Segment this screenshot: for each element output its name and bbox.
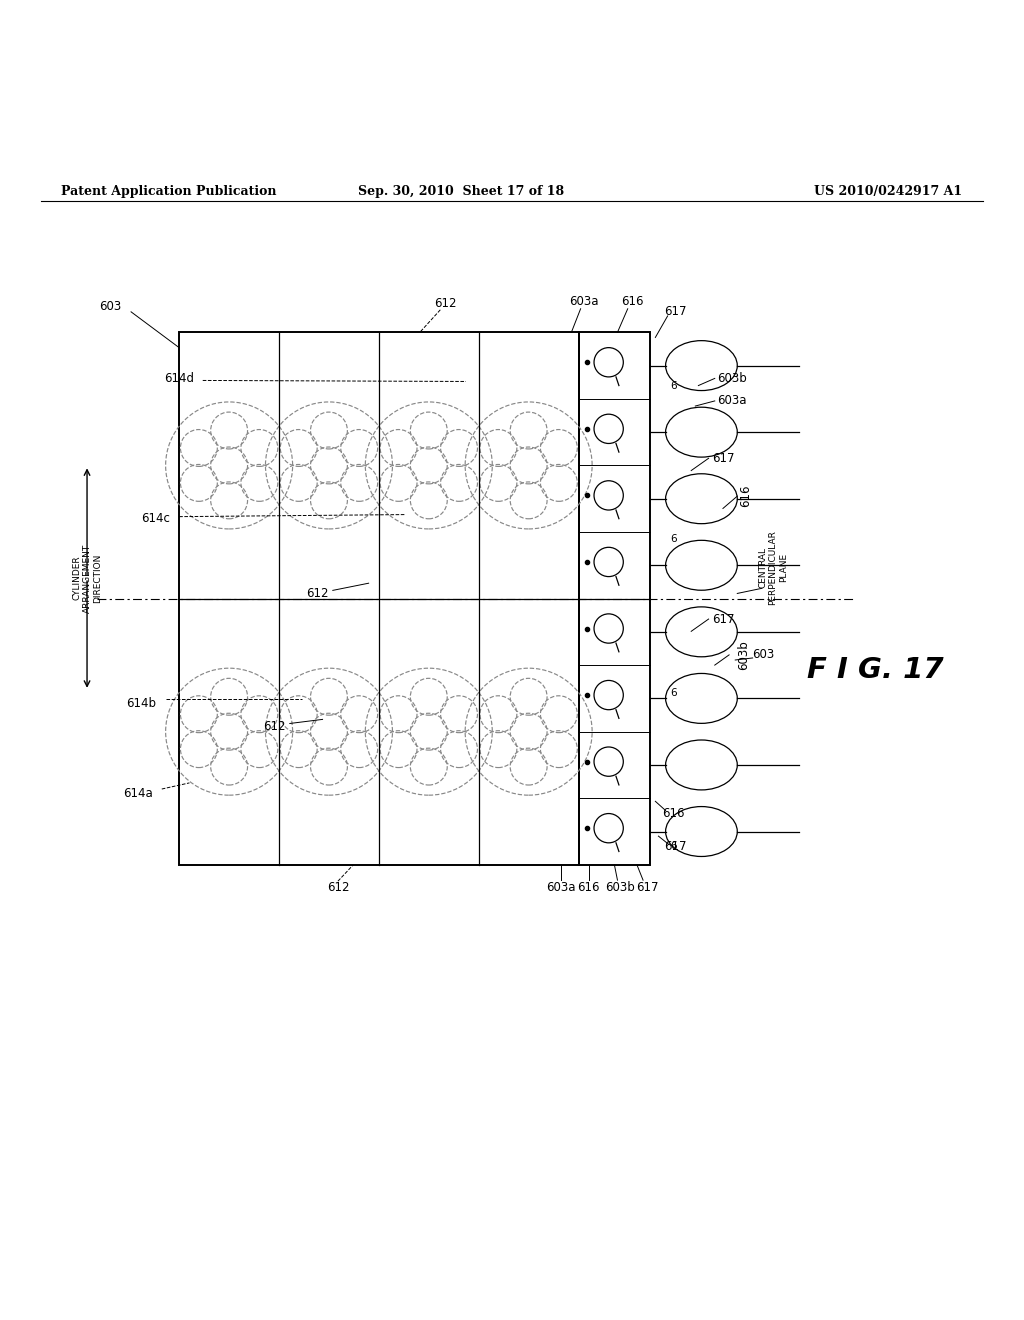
Text: 617: 617 — [712, 612, 734, 626]
Text: Sep. 30, 2010  Sheet 17 of 18: Sep. 30, 2010 Sheet 17 of 18 — [357, 185, 564, 198]
Text: 603b: 603b — [604, 880, 635, 894]
Text: 603a: 603a — [717, 395, 746, 408]
Text: 603b: 603b — [737, 640, 751, 669]
Text: 612: 612 — [327, 880, 349, 894]
Text: 617: 617 — [665, 840, 687, 853]
Text: 616: 616 — [578, 880, 600, 894]
Text: 603a: 603a — [547, 880, 575, 894]
Bar — [179, 333, 579, 865]
Text: Patent Application Publication: Patent Application Publication — [61, 185, 276, 198]
Text: 617: 617 — [665, 305, 687, 318]
Bar — [579, 333, 650, 865]
Text: 6: 6 — [671, 841, 677, 851]
Text: 612: 612 — [263, 721, 286, 733]
Text: 6: 6 — [671, 380, 677, 391]
Text: 614c: 614c — [141, 512, 170, 525]
Text: 617: 617 — [712, 451, 734, 465]
Text: F I G. 17: F I G. 17 — [807, 656, 944, 684]
Text: 603: 603 — [99, 300, 122, 313]
Text: 614b: 614b — [126, 697, 157, 710]
Text: CYLINDER
ARRANGEMENT
DIRECTION: CYLINDER ARRANGEMENT DIRECTION — [72, 544, 102, 612]
Text: 616: 616 — [663, 807, 685, 820]
Text: CENTRAL
PERPENDICULAR
PLANE: CENTRAL PERPENDICULAR PLANE — [758, 531, 788, 606]
Text: 603: 603 — [752, 648, 774, 661]
Text: 614d: 614d — [164, 372, 195, 385]
Text: US 2010/0242917 A1: US 2010/0242917 A1 — [814, 185, 963, 198]
Text: 617: 617 — [636, 880, 658, 894]
Text: 616: 616 — [739, 484, 752, 507]
Text: 614a: 614a — [123, 787, 154, 800]
Text: 612: 612 — [434, 297, 457, 310]
Text: 6: 6 — [671, 535, 677, 544]
Text: 616: 616 — [622, 296, 644, 308]
Text: 6: 6 — [671, 688, 677, 698]
Text: 612: 612 — [306, 587, 329, 599]
Text: 603b: 603b — [717, 372, 746, 385]
Text: 603a: 603a — [569, 296, 598, 308]
